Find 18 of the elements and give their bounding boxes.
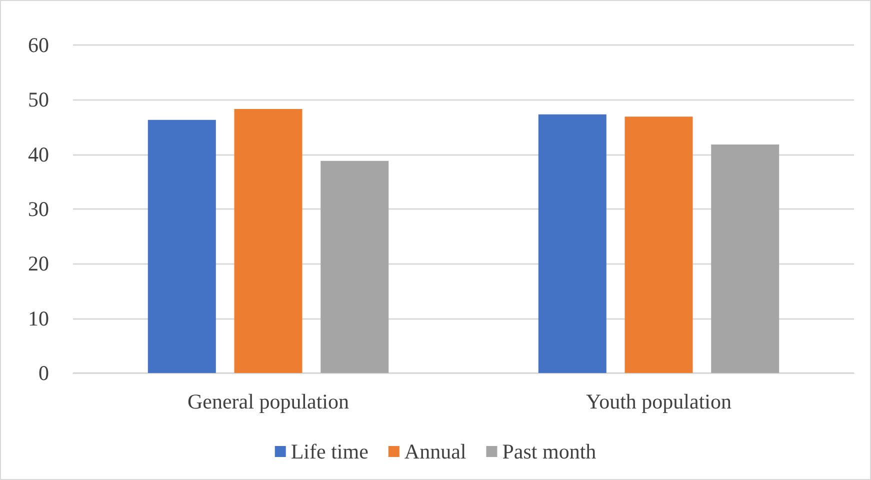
y-tick-label: 30 — [28, 197, 49, 221]
y-tick-label: 0 — [38, 361, 49, 385]
bar — [624, 116, 693, 373]
y-tick-label: 40 — [28, 142, 49, 166]
y-tick-label: 20 — [28, 252, 49, 276]
legend-label: Life time — [290, 440, 368, 464]
bar — [320, 160, 389, 373]
legend-label: Annual — [404, 440, 466, 464]
y-tick-label: 50 — [28, 88, 49, 112]
y-tick-label: 10 — [28, 306, 49, 330]
y-tick-label: 60 — [28, 33, 49, 57]
bar — [711, 144, 780, 373]
x-tick-label: Youth population — [586, 390, 732, 414]
bar — [234, 108, 302, 373]
x-tick-label: General population — [187, 390, 350, 414]
bar — [148, 120, 216, 373]
bar — [538, 114, 606, 373]
legend-label: Past month — [502, 440, 597, 464]
